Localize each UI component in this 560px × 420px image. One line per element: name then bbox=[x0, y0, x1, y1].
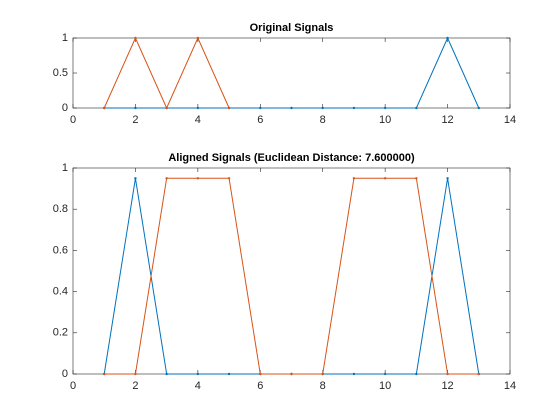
x-tick-label: 0 bbox=[70, 114, 76, 126]
y-tick-label: 0.4 bbox=[53, 286, 68, 298]
marker bbox=[259, 106, 262, 110]
marker bbox=[196, 177, 200, 180]
marker bbox=[477, 106, 480, 110]
x-tick-label: 14 bbox=[504, 380, 516, 392]
x-tick-label: 4 bbox=[195, 380, 201, 392]
marker bbox=[446, 177, 449, 180]
marker bbox=[134, 36, 137, 40]
marker bbox=[383, 106, 387, 110]
x-tick-label: 2 bbox=[132, 114, 138, 126]
marker bbox=[415, 177, 418, 180]
marker bbox=[352, 177, 356, 180]
x-tick-label: 6 bbox=[257, 114, 263, 126]
axes-box bbox=[72, 37, 511, 109]
marker bbox=[290, 106, 293, 110]
marker bbox=[165, 106, 168, 110]
marker bbox=[134, 106, 137, 110]
y-tick-label: 0.5 bbox=[53, 67, 68, 79]
y-tick-label: 1 bbox=[62, 32, 68, 44]
x-tick-label: 14 bbox=[504, 114, 516, 126]
y-tick-label: 0.6 bbox=[53, 244, 68, 256]
marker bbox=[321, 106, 324, 110]
marker bbox=[103, 106, 106, 110]
x-tick-label: 0 bbox=[70, 380, 76, 392]
marker bbox=[290, 372, 293, 376]
chart-title: Aligned Signals (Euclidean Distance: 7.6… bbox=[168, 152, 415, 164]
marker bbox=[134, 372, 137, 376]
x-tick-label: 10 bbox=[379, 380, 391, 392]
y-tick-label: 1 bbox=[62, 162, 68, 174]
y-tick-label: 0 bbox=[62, 368, 68, 380]
x-tick-label: 6 bbox=[257, 380, 263, 392]
marker bbox=[227, 372, 231, 376]
marker bbox=[415, 372, 418, 376]
marker bbox=[165, 372, 168, 376]
y-tick-label: 0 bbox=[62, 102, 68, 114]
marker bbox=[259, 372, 262, 376]
marker bbox=[383, 372, 387, 376]
marker bbox=[352, 372, 356, 376]
y-tick-label: 0.8 bbox=[53, 203, 68, 215]
axes-box bbox=[72, 167, 511, 375]
marker bbox=[446, 372, 449, 376]
y-tick-label: 0.2 bbox=[53, 327, 68, 339]
x-tick-label: 12 bbox=[441, 114, 453, 126]
x-tick-label: 10 bbox=[379, 114, 391, 126]
marker bbox=[165, 177, 168, 180]
marker bbox=[477, 372, 480, 376]
marker bbox=[227, 106, 231, 110]
x-tick-label: 8 bbox=[320, 114, 326, 126]
x-tick-label: 12 bbox=[441, 380, 453, 392]
marker bbox=[321, 372, 324, 376]
marker bbox=[446, 36, 449, 40]
marker bbox=[383, 177, 387, 180]
marker bbox=[352, 106, 356, 110]
x-tick-label: 8 bbox=[320, 380, 326, 392]
chart-title: Original Signals bbox=[250, 22, 334, 34]
marker bbox=[196, 106, 200, 110]
marker bbox=[196, 372, 200, 376]
marker bbox=[415, 106, 418, 110]
marker bbox=[227, 177, 231, 180]
marker bbox=[134, 177, 137, 180]
x-tick-label: 4 bbox=[195, 114, 201, 126]
marker bbox=[196, 36, 200, 40]
x-tick-label: 2 bbox=[132, 380, 138, 392]
marker bbox=[103, 372, 106, 376]
